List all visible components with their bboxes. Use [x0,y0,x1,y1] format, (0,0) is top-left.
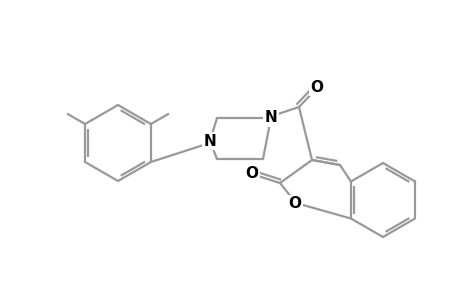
Text: N: N [203,134,216,148]
Text: O: O [245,166,258,181]
Text: N: N [264,110,277,125]
Text: O: O [310,80,323,94]
Text: O: O [288,196,301,211]
